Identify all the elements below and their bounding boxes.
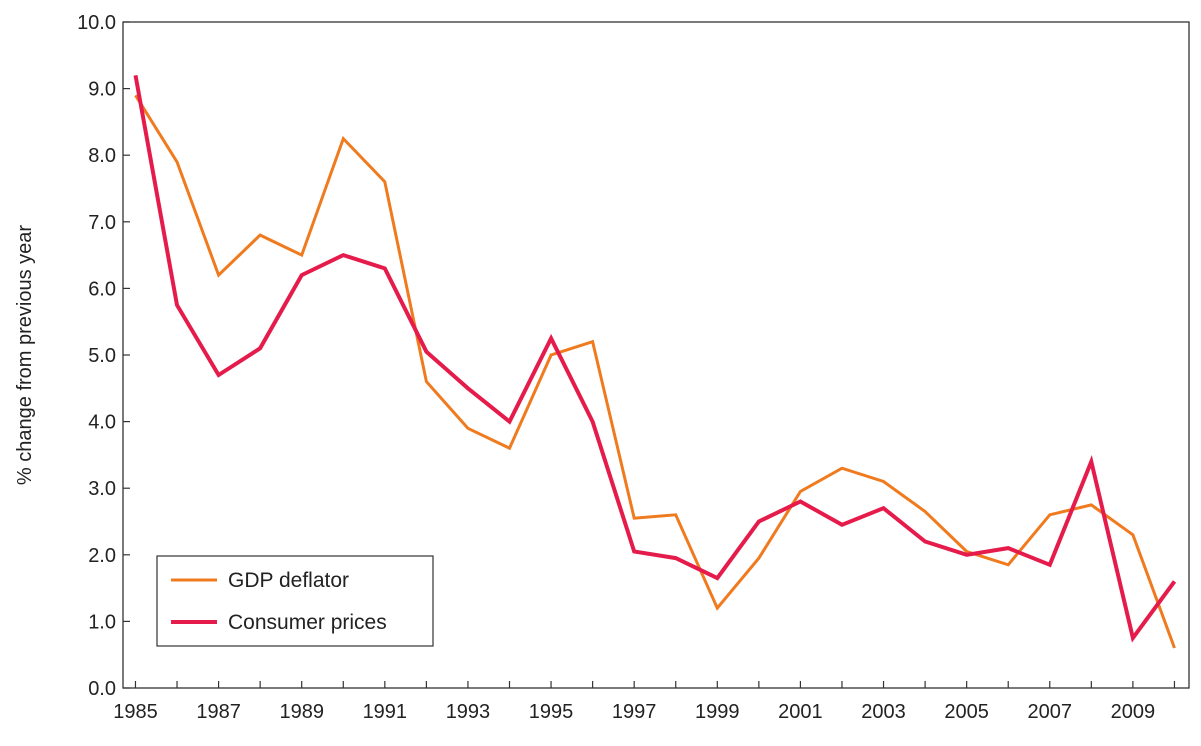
legend-label-gdp-deflator: GDP deflator	[228, 569, 349, 592]
y-tick-label: 1.0	[88, 611, 116, 633]
x-tick-label: 1989	[279, 701, 324, 723]
y-tick-label: 9.0	[88, 79, 116, 101]
legend: GDP deflator Consumer prices	[156, 555, 434, 647]
y-axis: 0.0 1.0 2.0 3.0 4.0 5.0 6.0 7.0 8.0 9.0 10.0	[77, 12, 130, 700]
y-tick-label: 5.0	[88, 345, 116, 367]
x-tick-label: 1993	[446, 701, 491, 723]
legend-label-consumer-prices: Consumer prices	[228, 611, 387, 634]
x-tick-label: 1985	[113, 701, 158, 723]
y-tick-label: 10.0	[77, 12, 116, 34]
x-tick-label: 2007	[1028, 701, 1073, 723]
y-tick-label: 0.0	[88, 678, 116, 700]
x-tick-label: 2005	[944, 701, 989, 723]
y-tick-label: 6.0	[88, 278, 116, 300]
y-tick-label: 3.0	[88, 478, 116, 500]
x-tick-label: 2009	[1111, 701, 1156, 723]
x-tick-label: 1991	[363, 701, 408, 723]
x-tick-label: 1995	[529, 701, 574, 723]
legend-box	[156, 555, 434, 647]
series-layer	[133, 74, 1177, 649]
y-tick-label: 7.0	[88, 212, 116, 234]
x-tick-label: 2003	[861, 701, 906, 723]
series-line-consumer-prices	[133, 74, 1177, 643]
x-axis: 1985 1987 1989 1991 1993 1995 1997 1999 2001 2003…	[113, 681, 1176, 723]
y-tick-label: 2.0	[88, 545, 116, 567]
y-tick-label: 8.0	[88, 145, 116, 167]
series-line-gdp-deflator	[134, 94, 1176, 649]
y-axis-label: % change from previous year	[14, 225, 36, 485]
x-tick-label: 2001	[778, 701, 823, 723]
x-tick-label: 1987	[196, 701, 241, 723]
x-tick-label: 1997	[612, 701, 657, 723]
y-tick-label: 4.0	[88, 412, 116, 434]
x-tick-label: 1999	[695, 701, 740, 723]
